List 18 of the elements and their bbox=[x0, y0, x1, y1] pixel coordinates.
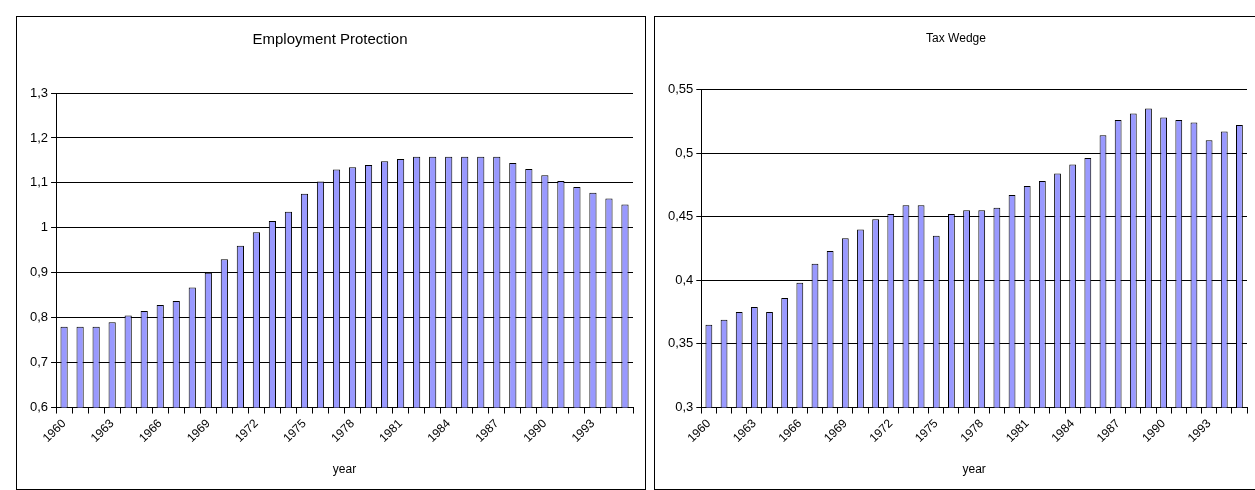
y-tick-label: 0,6 bbox=[29, 399, 49, 415]
y-tick-label: 0,8 bbox=[29, 309, 49, 325]
y-tick-label: 0,45 bbox=[667, 208, 694, 224]
x-axis-title: year bbox=[962, 462, 986, 477]
y-tick-label: 0,35 bbox=[667, 335, 694, 351]
chart-title: Employment Protection bbox=[252, 30, 408, 48]
y-tick-label: 0,3 bbox=[675, 399, 694, 415]
y-tick-label: 1,2 bbox=[29, 129, 49, 145]
y-tick-label: 0,9 bbox=[29, 264, 49, 280]
y-tick-label: 1 bbox=[40, 219, 49, 235]
y-tick-label: 0,7 bbox=[29, 354, 49, 370]
chart-title: Tax Wedge bbox=[926, 30, 987, 45]
y-tick-label: 0,4 bbox=[675, 271, 694, 287]
y-tick-label: 1,3 bbox=[29, 84, 49, 100]
y-tick-label: 1,1 bbox=[29, 174, 49, 190]
y-tick-label: 0,5 bbox=[675, 144, 694, 160]
y-tick-label: 0,55 bbox=[667, 80, 694, 96]
x-axis-title: year bbox=[332, 462, 357, 477]
